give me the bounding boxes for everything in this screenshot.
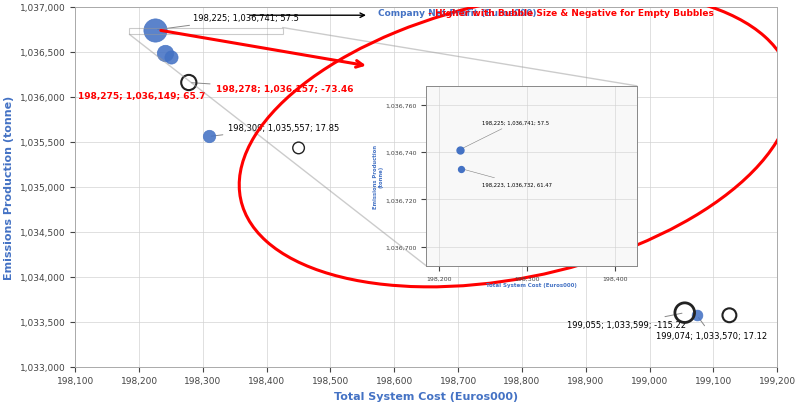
Point bbox=[690, 312, 703, 319]
Text: 199,074; 1,033,570; 17.12: 199,074; 1,033,570; 17.12 bbox=[656, 318, 767, 340]
Point bbox=[158, 51, 171, 58]
Text: 198,278; 1,036,157; -73.46: 198,278; 1,036,157; -73.46 bbox=[191, 83, 353, 94]
Text: 198,309; 1,035,557; 17.85: 198,309; 1,035,557; 17.85 bbox=[211, 124, 340, 137]
Bar bbox=[130, 28, 282, 35]
Point bbox=[165, 54, 178, 61]
Y-axis label: Emissions Production (tonne): Emissions Production (tonne) bbox=[4, 95, 14, 279]
Point bbox=[182, 80, 195, 87]
Point bbox=[678, 310, 691, 316]
Text: 198,225; 1,036,741; 57.5: 198,225; 1,036,741; 57.5 bbox=[158, 14, 299, 30]
Point bbox=[292, 145, 305, 152]
Point bbox=[202, 134, 215, 141]
Point bbox=[149, 28, 162, 34]
Text: 199,055; 1,033,599; -115.22: 199,055; 1,033,599; -115.22 bbox=[566, 313, 686, 329]
Text: - Higher with Bubble Size & Negative for Empty Bubbles: - Higher with Bubble Size & Negative for… bbox=[425, 9, 714, 18]
Text: Company Net Profit (Euros000): Company Net Profit (Euros000) bbox=[378, 9, 537, 18]
X-axis label: Total System Cost (Euros000): Total System Cost (Euros000) bbox=[334, 391, 518, 401]
Point bbox=[723, 312, 736, 319]
Text: 198,275; 1,036,149; 65.7: 198,275; 1,036,149; 65.7 bbox=[78, 92, 206, 101]
